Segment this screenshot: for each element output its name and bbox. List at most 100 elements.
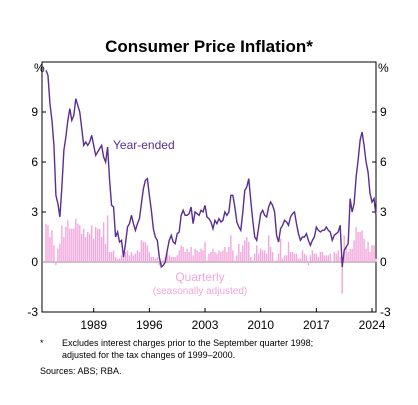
bar bbox=[151, 257, 152, 262]
bar bbox=[236, 255, 237, 262]
bar bbox=[47, 225, 48, 262]
bar bbox=[230, 235, 231, 262]
bar bbox=[95, 227, 96, 262]
bar bbox=[194, 249, 195, 262]
bar bbox=[65, 227, 66, 262]
bar bbox=[256, 245, 257, 262]
bar bbox=[280, 239, 281, 262]
bar bbox=[330, 254, 331, 262]
bar bbox=[63, 237, 64, 262]
bar bbox=[312, 250, 313, 262]
x-tick-label: 2010 bbox=[247, 318, 274, 332]
bar bbox=[182, 247, 183, 262]
bar bbox=[284, 255, 285, 262]
bar bbox=[173, 257, 174, 262]
bar bbox=[190, 247, 191, 262]
bar bbox=[296, 254, 297, 262]
bar bbox=[320, 252, 321, 262]
y-unit: % bbox=[34, 61, 45, 75]
bar bbox=[220, 252, 221, 262]
x-tick-label: 2024 bbox=[359, 318, 386, 332]
bar bbox=[198, 252, 199, 262]
bar bbox=[375, 259, 376, 262]
bar bbox=[169, 255, 170, 262]
bar bbox=[85, 237, 86, 262]
bar bbox=[208, 254, 209, 262]
bar bbox=[87, 232, 88, 262]
y2-tick-label: 6 bbox=[380, 155, 387, 169]
bar bbox=[89, 234, 90, 262]
footnote: adjusted for the tax changes of 1999–200… bbox=[62, 350, 235, 360]
bar bbox=[369, 252, 370, 262]
bar bbox=[59, 244, 60, 262]
bar bbox=[298, 259, 299, 262]
bar bbox=[222, 250, 223, 262]
bar bbox=[216, 254, 217, 262]
sources: Sources: ABS; RBA. bbox=[40, 366, 122, 376]
bar-annotation-sub: (seasonally adjusted) bbox=[153, 286, 248, 297]
bar bbox=[71, 229, 72, 262]
bar bbox=[153, 257, 154, 262]
bar bbox=[264, 250, 265, 262]
bar bbox=[45, 224, 46, 262]
bar bbox=[361, 230, 362, 262]
bar bbox=[353, 240, 354, 262]
bar bbox=[258, 254, 259, 262]
bar bbox=[101, 237, 102, 262]
bar bbox=[171, 257, 172, 262]
y-tick-label: 6 bbox=[31, 155, 38, 169]
bar bbox=[328, 255, 329, 262]
bar bbox=[240, 252, 241, 262]
bar bbox=[61, 225, 62, 262]
bar bbox=[260, 249, 261, 262]
bar bbox=[133, 255, 134, 262]
bar bbox=[355, 227, 356, 262]
bar bbox=[115, 257, 116, 262]
bar bbox=[270, 247, 271, 262]
bar bbox=[262, 250, 263, 262]
bar bbox=[99, 229, 100, 262]
bar bbox=[53, 245, 54, 262]
bar bbox=[97, 229, 98, 262]
bar bbox=[234, 260, 235, 262]
bar bbox=[192, 255, 193, 262]
bar bbox=[232, 250, 233, 262]
bar bbox=[175, 257, 176, 262]
y-tick-label: -3 bbox=[27, 305, 38, 319]
y2-tick-label: 0 bbox=[380, 255, 387, 269]
bar bbox=[212, 249, 213, 262]
bar bbox=[93, 239, 94, 262]
footnote: Excludes interest charges prior to the S… bbox=[62, 338, 313, 348]
bar bbox=[202, 250, 203, 262]
bar bbox=[117, 259, 118, 262]
bar bbox=[184, 252, 185, 262]
bar bbox=[113, 250, 114, 262]
bar bbox=[157, 257, 158, 262]
bar bbox=[55, 262, 56, 265]
bar bbox=[218, 250, 219, 262]
bar bbox=[278, 254, 279, 262]
bar bbox=[238, 244, 239, 262]
bar bbox=[294, 254, 295, 262]
bar bbox=[345, 247, 346, 262]
bar bbox=[308, 262, 309, 265]
bar bbox=[91, 225, 92, 262]
bar bbox=[176, 255, 177, 262]
bar bbox=[310, 255, 311, 262]
bar bbox=[322, 252, 323, 262]
bar bbox=[246, 237, 247, 262]
bar bbox=[163, 260, 164, 262]
bar bbox=[349, 249, 350, 262]
bar-annotation: Quarterly bbox=[175, 270, 224, 284]
bar bbox=[314, 254, 315, 262]
bar bbox=[365, 249, 366, 262]
bar bbox=[268, 235, 269, 262]
bar bbox=[288, 242, 289, 262]
bar bbox=[73, 229, 74, 262]
bar bbox=[252, 260, 253, 262]
y-tick-label: 9 bbox=[31, 105, 38, 119]
footnote-marker: * bbox=[40, 338, 44, 348]
bar bbox=[204, 242, 205, 262]
